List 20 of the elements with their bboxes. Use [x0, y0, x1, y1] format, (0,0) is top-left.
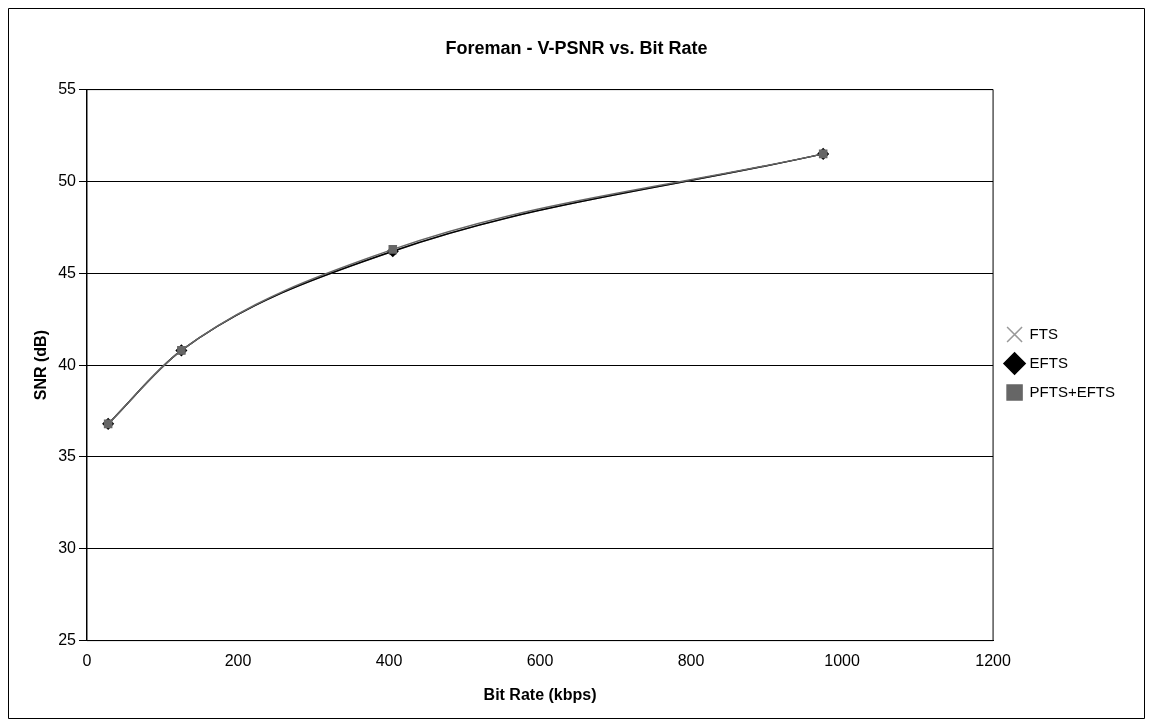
x-tick-label: 400	[375, 651, 403, 669]
y-tick-label: 50	[58, 171, 77, 189]
y-tick-label: 35	[58, 447, 77, 465]
x-tick-label: 1000	[824, 651, 860, 669]
x-tick-label: 800	[677, 651, 705, 669]
x-tick-label: 600	[526, 651, 554, 669]
legend-label: EFTS	[1029, 353, 1068, 371]
y-tick-label: 55	[58, 80, 77, 98]
x-tick-label: 1200	[975, 651, 1011, 669]
legend-label: PFTS+EFTS	[1029, 382, 1116, 400]
y-tick-label: 45	[58, 263, 77, 281]
legend-label: FTS	[1029, 324, 1058, 342]
x-tick-label: 0	[82, 651, 92, 669]
y-tick-label: 30	[58, 539, 77, 557]
y-tick-label: 40	[58, 355, 77, 373]
y-axis-title: SNR (dB)	[32, 329, 50, 401]
x-axis-title: Bit Rate (kbps)	[483, 685, 597, 703]
y-tick-label: 25	[58, 631, 77, 649]
x-tick-label: 200	[224, 651, 252, 669]
chart-title: Foreman - V-PSNR vs. Bit Rate	[445, 37, 708, 58]
